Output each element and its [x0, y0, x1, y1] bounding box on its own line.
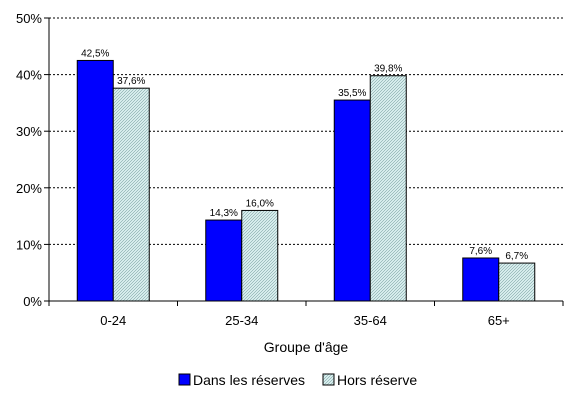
- data-label: 35,5%: [338, 88, 366, 99]
- axes: [44, 17, 564, 306]
- y-tick-label: 40%: [16, 68, 42, 83]
- legend: Dans les réserves Hors réserve: [178, 372, 417, 388]
- legend-swatch: [178, 373, 191, 386]
- legend-swatch: [322, 373, 335, 386]
- data-label: 39,8%: [374, 64, 402, 75]
- data-label: 7,6%: [469, 246, 492, 257]
- data-label: 6,7%: [505, 251, 528, 262]
- y-tick-label: 20%: [16, 181, 42, 196]
- bar-hors-reserve: [498, 262, 536, 302]
- x-axis-title: Groupe d'âge: [264, 339, 349, 355]
- data-label: 37,6%: [117, 76, 145, 87]
- bar-hors-reserve: [241, 209, 279, 302]
- data-label: 42,5%: [81, 48, 109, 59]
- legend-label: Dans les réserves: [193, 372, 305, 388]
- bar-dans-les-reserves: [333, 99, 371, 302]
- y-tick-label: 10%: [16, 237, 42, 252]
- x-tick-label: 35-64: [354, 313, 387, 328]
- data-label: 16,0%: [246, 198, 274, 209]
- bar-hors-reserve: [369, 75, 407, 302]
- y-tick-label: 50%: [16, 11, 42, 26]
- y-tick-label: 0%: [23, 294, 42, 309]
- x-tick-labels: 0-24 25-34 35-64 65+: [100, 313, 510, 328]
- x-tick-label: 65+: [488, 313, 510, 328]
- x-tick-label: 25-34: [225, 313, 258, 328]
- x-tick-label: 0-24: [100, 313, 126, 328]
- data-labels: 42,5% 37,6% 14,3% 16,0% 35,5% 39,8% 7,6% 6,7%: [81, 48, 528, 262]
- y-tick-labels: 0% 10% 20% 30% 40% 50%: [16, 11, 42, 309]
- data-label: 14,3%: [210, 208, 238, 219]
- bar-dans-les-reserves: [462, 257, 500, 302]
- bar-dans-les-reserves: [205, 219, 243, 302]
- bars: [76, 59, 536, 302]
- y-tick-label: 30%: [16, 124, 42, 139]
- bar-dans-les-reserves: [76, 59, 114, 302]
- bar-hors-reserve: [112, 87, 150, 302]
- legend-label: Hors réserve: [337, 372, 417, 388]
